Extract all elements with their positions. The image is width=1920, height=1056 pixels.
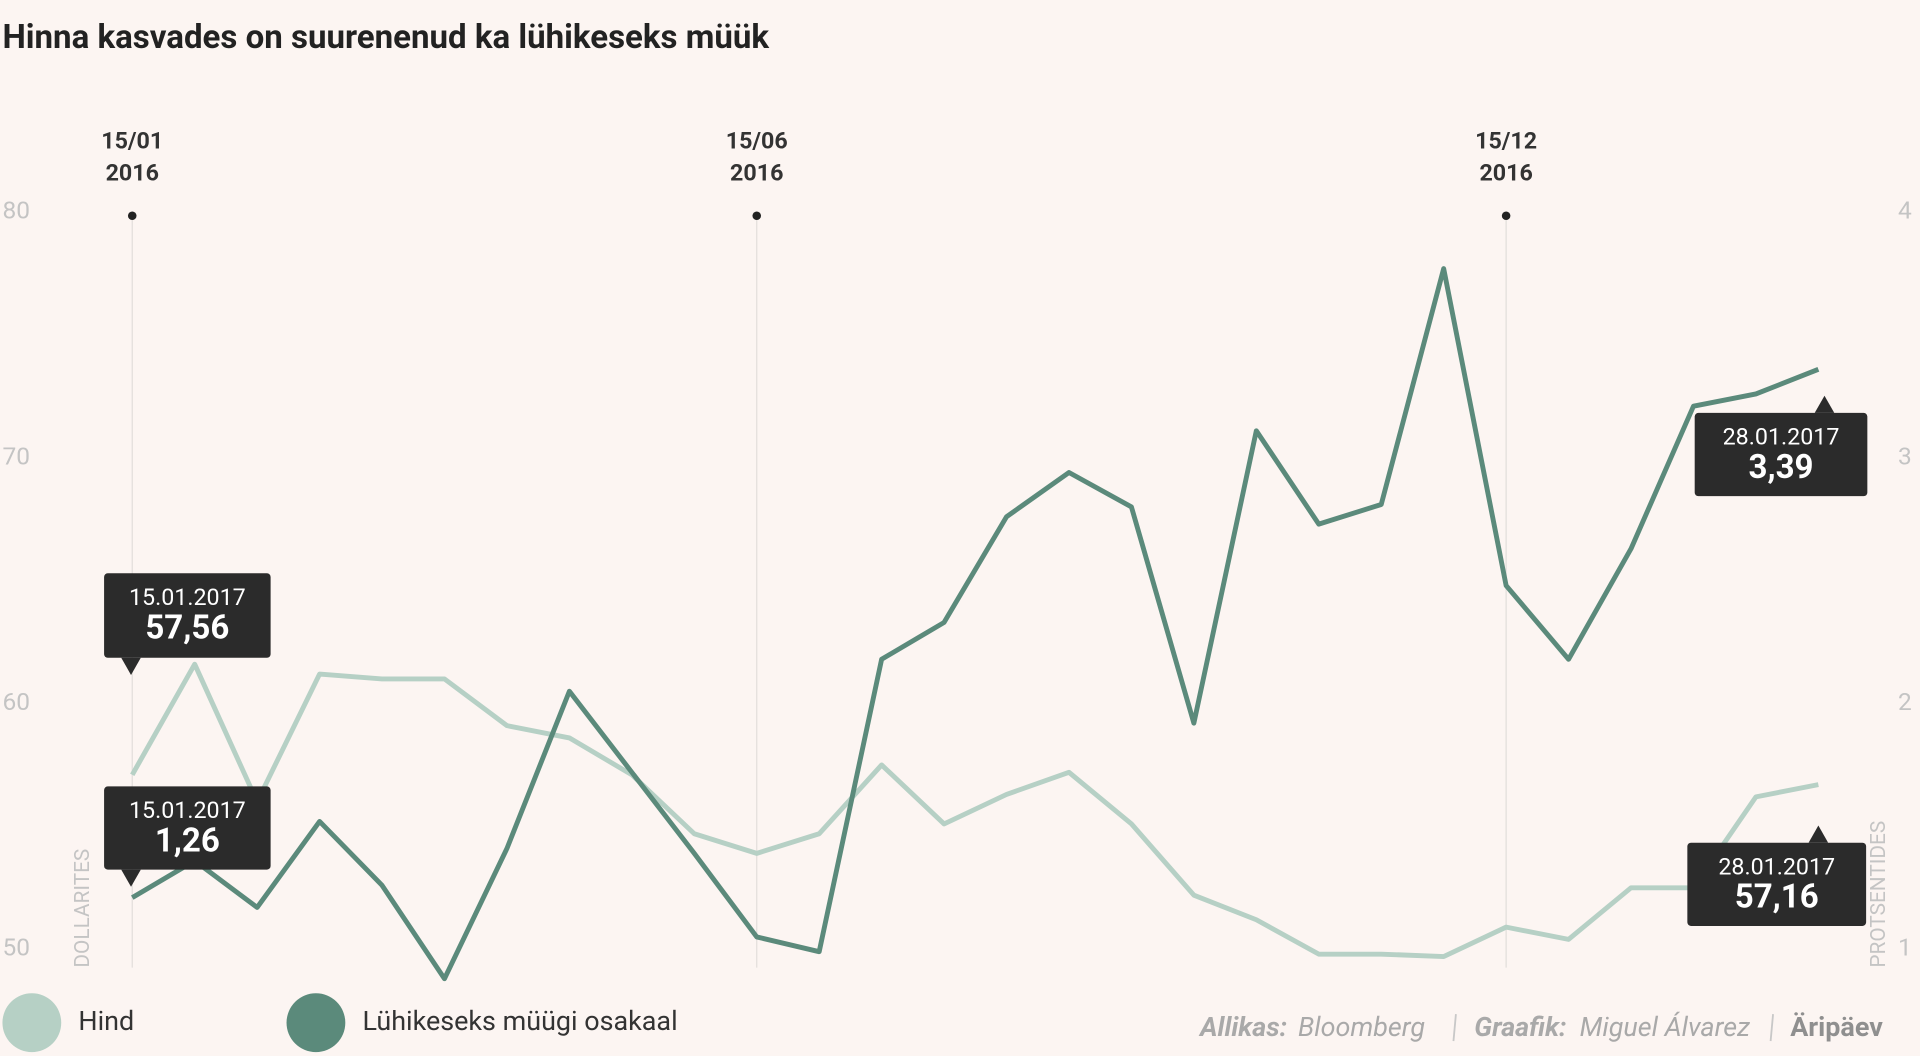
annotation-value: 57,16 — [1735, 878, 1819, 917]
y-tick-label: 70 — [2, 441, 30, 470]
y2-tick-label: 4 — [1898, 196, 1912, 225]
credit-label: Graafik: — [1474, 1011, 1566, 1043]
annotation-pointer — [121, 657, 141, 675]
x-tick-dot — [127, 211, 137, 221]
y2-tick-label: 3 — [1898, 441, 1912, 470]
annotation-date: 15.01.2017 — [129, 583, 246, 611]
y-axis-label: DOLLARITES — [71, 849, 95, 968]
series-line — [130, 661, 1819, 960]
annotation-date: 15.01.2017 — [129, 796, 246, 824]
annotation-date: 28.01.2017 — [1723, 423, 1840, 451]
y-tick-label: 80 — [2, 196, 30, 225]
legend-label: Lühikeseks müügi osakaal — [362, 1005, 677, 1037]
annotation-box — [1687, 842, 1867, 926]
x-tick-dot — [1501, 211, 1511, 221]
annotation-pointer — [1814, 395, 1835, 413]
legend-swatch — [286, 993, 346, 1053]
x-tick-label: 2016 — [1479, 158, 1532, 186]
x-tick-label: 15/01 — [101, 126, 163, 154]
annotation-pointer — [121, 869, 141, 887]
x-tick-label: 2016 — [106, 158, 159, 186]
credit-text: Miguel Álvarez — [1580, 1011, 1750, 1043]
y2-tick-label: 2 — [1898, 687, 1912, 716]
separator — [1452, 1014, 1457, 1042]
source-label: Allikas: — [1198, 1011, 1287, 1043]
annotation-value: 3,39 — [1749, 448, 1814, 487]
annotation-date: 28.01.2017 — [1718, 853, 1835, 881]
chart-title: Hinna kasvades on suurenenud ka lühikese… — [2, 18, 769, 57]
source-text: Bloomberg — [1298, 1011, 1425, 1043]
separator — [1769, 1014, 1774, 1042]
annotation-value: 1,26 — [155, 821, 220, 860]
legend-label: Hind — [78, 1005, 134, 1037]
y2-axis-label: PROTSENTIDES — [1867, 821, 1891, 968]
annotation-value: 57,56 — [145, 608, 229, 647]
legend-swatch — [2, 993, 62, 1053]
x-tick-dot — [752, 211, 762, 221]
x-tick-label: 15/06 — [726, 126, 788, 154]
annotation-box — [1694, 412, 1868, 497]
y-tick-label: 50 — [2, 933, 30, 962]
brand: Äripäev — [1790, 1011, 1883, 1043]
x-tick-label: 15/12 — [1475, 126, 1537, 154]
annotation-pointer — [1808, 825, 1829, 843]
footer: Allikas: Bloomberg Graafik: Miguel Álvar… — [1198, 1011, 1883, 1043]
annotation-box — [104, 786, 271, 870]
series-line — [131, 266, 1820, 982]
annotation-box — [104, 573, 271, 658]
y-tick-label: 60 — [2, 687, 30, 716]
y2-tick-label: 1 — [1898, 933, 1912, 962]
x-tick-label: 2016 — [730, 158, 783, 186]
